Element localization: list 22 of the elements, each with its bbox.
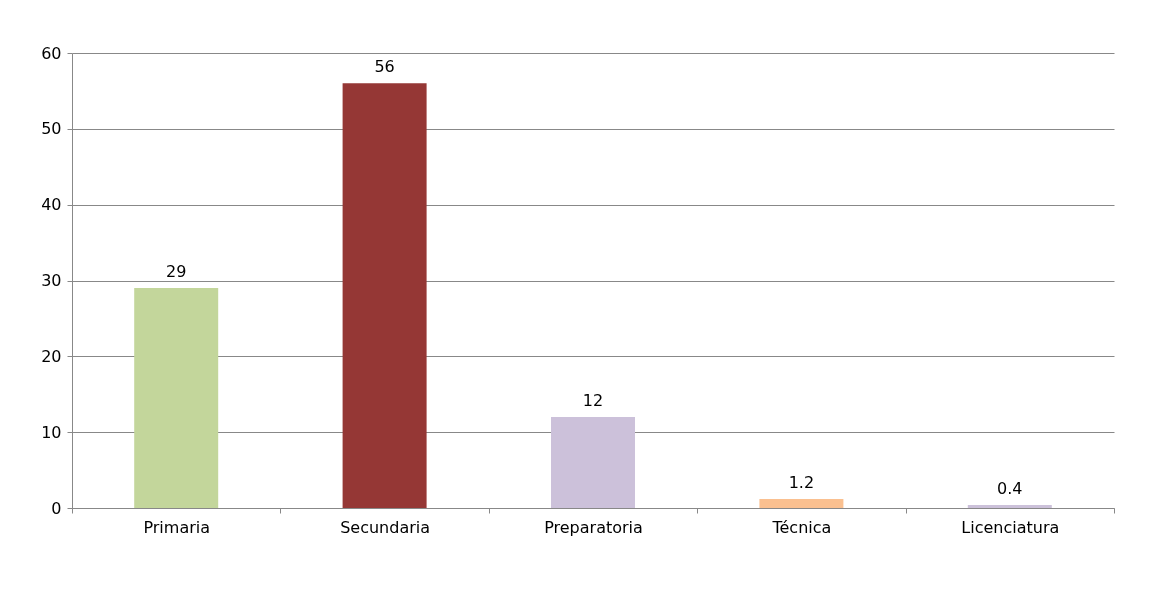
y-tick-label: 60 — [41, 43, 62, 63]
y-tick-label: 20 — [41, 346, 62, 366]
bar — [342, 83, 427, 508]
x-tick-label: Licenciatura — [961, 517, 1060, 537]
data-label: 1.2 — [788, 472, 815, 492]
x-tick-label: Preparatoria — [544, 517, 643, 537]
bar — [967, 504, 1052, 508]
x-tick-label: Primaria — [143, 517, 210, 537]
data-label: 12 — [582, 391, 604, 410]
data-label: 0.4 — [997, 478, 1023, 498]
y-tick-label: 40 — [41, 195, 62, 215]
data-label: 29 — [166, 262, 187, 282]
data-label: 56 — [374, 57, 395, 77]
y-tick-label: 10 — [41, 422, 62, 442]
x-tick-label: Técnica — [771, 517, 832, 537]
bar — [759, 498, 844, 508]
y-tick-label: 0 — [51, 498, 62, 518]
y-tick-label: 50 — [41, 119, 62, 139]
x-tick-label: Secundaria — [340, 517, 431, 537]
y-tick-label: 30 — [41, 271, 62, 290]
bar — [134, 288, 219, 508]
bar — [551, 417, 635, 508]
